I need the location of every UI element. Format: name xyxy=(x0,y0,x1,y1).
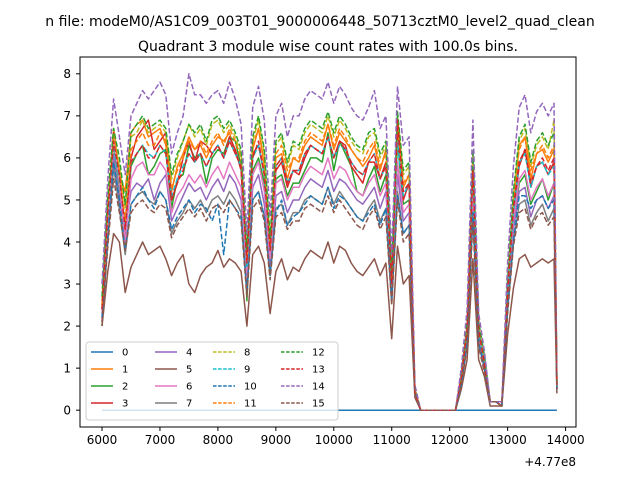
legend-box xyxy=(85,341,339,421)
x-tick-label: 12000 xyxy=(431,433,469,447)
legend-label-12: 12 xyxy=(312,348,325,359)
chart-title: Quadrant 3 module wise count rates with … xyxy=(138,39,518,55)
series-line-5 xyxy=(101,232,558,411)
y-tick-label: 4 xyxy=(63,235,71,249)
legend-label-3: 3 xyxy=(122,399,128,410)
x-tick-label: 7000 xyxy=(145,433,176,447)
y-tick-label: 0 xyxy=(63,403,71,417)
x-tick-label: 6000 xyxy=(87,433,118,447)
y-tick-label: 8 xyxy=(63,67,71,81)
legend-label-5: 5 xyxy=(186,365,192,376)
x-tick-label: 8000 xyxy=(203,433,234,447)
series-line-11 xyxy=(101,123,558,411)
series-line-15 xyxy=(101,178,558,411)
legend-label-1: 1 xyxy=(122,365,128,376)
series-line-13 xyxy=(101,119,558,411)
figure-suptitle: n file: modeM0/AS1C09_003T01_9000006448_… xyxy=(45,14,594,30)
legend-label-6: 6 xyxy=(186,382,192,393)
legend-label-4: 4 xyxy=(186,348,192,359)
x-tick-label: 14000 xyxy=(546,433,584,447)
y-axis: 0 1 2 3 4 5 6 7 8 xyxy=(63,67,80,417)
legend-label-15: 15 xyxy=(312,399,325,410)
x-tick-label: 13000 xyxy=(489,433,527,447)
y-tick-label: 3 xyxy=(63,277,71,291)
legend-label-10: 10 xyxy=(244,382,257,393)
legend-label-7: 7 xyxy=(186,399,192,410)
legend-label-9: 9 xyxy=(244,365,250,376)
x-tick-label: 10000 xyxy=(315,433,353,447)
legend-label-0: 0 xyxy=(122,348,128,359)
y-tick-label: 7 xyxy=(63,109,71,123)
plot-lines xyxy=(101,73,558,411)
legend-label-14: 14 xyxy=(312,382,325,393)
legend-label-11: 11 xyxy=(244,399,257,410)
series-line-10 xyxy=(101,161,558,411)
series-line-14 xyxy=(101,73,558,411)
x-axis-offset-label: +4.77e8 xyxy=(524,455,576,469)
series-line-9 xyxy=(101,136,558,411)
legend-label-2: 2 xyxy=(122,382,128,393)
y-tick-label: 1 xyxy=(63,361,71,375)
x-axis: 6000 7000 8000 9000 10000 11000 12000 13000 1400… xyxy=(87,427,585,447)
legend-label-13: 13 xyxy=(312,365,325,376)
x-tick-label: 11000 xyxy=(373,433,411,447)
x-tick-label: 9000 xyxy=(261,433,292,447)
y-tick-label: 2 xyxy=(63,319,71,333)
y-tick-label: 5 xyxy=(63,193,71,207)
legend-label-8: 8 xyxy=(244,348,250,359)
y-tick-label: 6 xyxy=(63,151,71,165)
